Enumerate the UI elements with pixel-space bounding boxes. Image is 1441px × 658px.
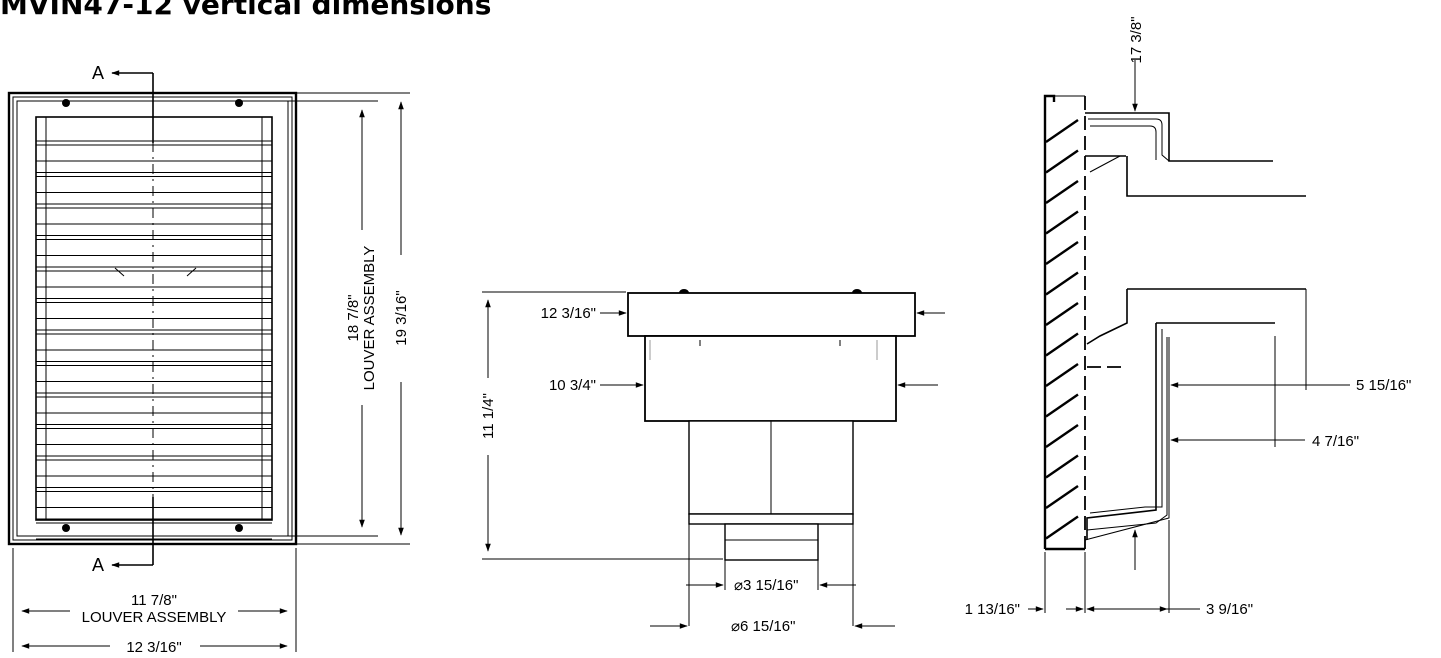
louver-blade (36, 266, 272, 288)
page-title: MVIN47-12 vertical dimensions (0, 0, 492, 21)
louver-blade (36, 487, 272, 508)
side-view: 12 3/16" 10 3/4" 11 1/4" ⌀3 15/16" ⌀6 15… (480, 289, 945, 635)
louver-blade (36, 172, 272, 193)
body-width-dim: 10 3/4" (549, 377, 596, 394)
inner-depth-dim: 4 7/16" (1312, 433, 1359, 450)
louver-blade (36, 424, 272, 445)
outer-depth-dim: 5 15/16" (1356, 377, 1411, 394)
grille-slats (1045, 119, 1079, 540)
louver-width-dim: 11 7/8" (131, 592, 177, 609)
grille-slat (1045, 485, 1079, 509)
grille-slat (1045, 149, 1079, 174)
grille-slat (1045, 363, 1079, 387)
louver-blade (36, 329, 272, 351)
section-view: 17 3/8" 5 15/16" 4 7/16" 1 13/16" 3 9/16… (965, 16, 1412, 618)
louver-blade (36, 455, 272, 477)
louver-blade (36, 361, 272, 382)
screw-heads (62, 99, 243, 532)
grille-slat (1045, 180, 1079, 204)
louver-blade (36, 518, 272, 540)
louver-height-label: LOUVER ASSEMBLY (361, 246, 378, 391)
grille-slat (1045, 241, 1079, 265)
inner-duct-diameter-dim: ⌀3 15/16" (734, 577, 798, 594)
grille-slat (1045, 454, 1079, 479)
overall-height-dim: 19 3/16" (393, 290, 410, 345)
grille-slat (1045, 424, 1079, 448)
grille-slat (1045, 271, 1079, 296)
louver-blade (36, 203, 272, 225)
grille-slat (1045, 210, 1079, 235)
top-dim: 17 3/8" (1128, 16, 1145, 63)
louver-blade (36, 235, 272, 256)
louver-blade (36, 298, 272, 319)
overall-width-dim: 12 3/16" (126, 639, 181, 656)
section-mark-top: A (92, 63, 104, 83)
louver-width-label: LOUVER ASSEMBLY (82, 609, 227, 626)
grille-slat (1045, 302, 1079, 326)
louver-height-dim: 18 7/8" (345, 294, 362, 341)
louver-blade (36, 392, 272, 414)
grille-slat (1045, 515, 1079, 540)
housing-depth-dim: 3 9/16" (1206, 601, 1253, 618)
height-dim: 11 1/4" (480, 393, 497, 439)
flange-width-dim: 12 3/16" (541, 305, 596, 322)
front-view: A A 18 7/8" LOUVER ASSEMBLY 19 3/16" 11 … (7, 63, 410, 656)
section-mark-bottom: A (92, 555, 104, 575)
grille-depth-dim: 1 13/16" (965, 601, 1020, 618)
louver-blades (36, 140, 272, 540)
grille-slat (1045, 393, 1079, 418)
grille-slat (1045, 119, 1079, 143)
grille-slat (1045, 332, 1079, 357)
louver-blade (36, 140, 272, 162)
outer-duct-diameter-dim: ⌀6 15/16" (731, 618, 795, 635)
